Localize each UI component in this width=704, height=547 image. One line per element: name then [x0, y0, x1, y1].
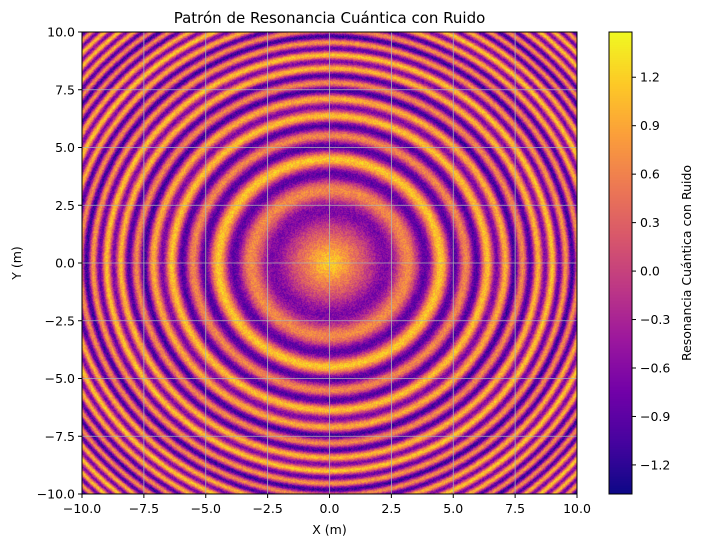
x-tick-label: −2.5: [252, 501, 282, 516]
colorbar-tick-label: 0.9: [640, 118, 660, 133]
x-tick-label: 5.0: [443, 501, 463, 516]
x-tick-label: 10.0: [563, 501, 591, 516]
y-tick-label: −5.0: [45, 371, 75, 386]
colorbar-gradient: [609, 32, 632, 494]
chart-title: Patrón de Resonancia Cuántica con Ruido: [174, 9, 486, 27]
y-tick-label: 10.0: [47, 25, 75, 40]
colorbar-tick-label: −1.2: [640, 457, 670, 472]
colorbar-tick-label: −0.9: [640, 409, 670, 424]
colorbar-axis: −1.2 −0.9 −0.6 −0.3 0.0 0.3 0.6 0.9 1.2: [632, 70, 670, 472]
y-tick-label: −10.0: [37, 487, 75, 502]
y-tick-label: −2.5: [45, 313, 75, 328]
y-tick-label: 7.5: [55, 82, 75, 97]
x-tick-label: −10.0: [63, 501, 101, 516]
colorbar-frame: [608, 31, 633, 495]
grid-lines: [81, 31, 578, 495]
colorbar-label: Resonancia Cuántica con Ruido: [679, 165, 694, 361]
colorbar-tick-label: 0.0: [640, 264, 660, 279]
x-tick-label: 0.0: [320, 501, 340, 516]
y-tick-label: 5.0: [55, 140, 75, 155]
x-axis-label: X (m): [312, 522, 346, 537]
y-tick-label: 2.5: [55, 198, 75, 213]
x-tick-label: −5.0: [191, 501, 221, 516]
y-tick-label: −7.5: [45, 429, 75, 444]
colorbar-tick-label: 0.6: [640, 167, 660, 182]
x-tick-label: 7.5: [505, 501, 525, 516]
x-tick-label: −7.5: [129, 501, 159, 516]
colorbar-tick-label: −0.6: [640, 361, 670, 376]
colorbar-tick-label: 1.2: [640, 70, 660, 85]
y-axis: −10.0 −7.5 −5.0 −2.5 0.0 2.5 5.0 7.5 10.0: [37, 25, 82, 502]
colorbar-tick-label: −0.3: [640, 312, 670, 327]
y-axis-label: Y (m): [9, 246, 24, 281]
y-tick-label: 0.0: [55, 256, 75, 271]
x-axis: −10.0 −7.5 −5.0 −2.5 0.0 2.5 5.0 7.5 10.0: [63, 494, 591, 516]
x-tick-label: 2.5: [381, 501, 401, 516]
colorbar-tick-label: 0.3: [640, 215, 660, 230]
